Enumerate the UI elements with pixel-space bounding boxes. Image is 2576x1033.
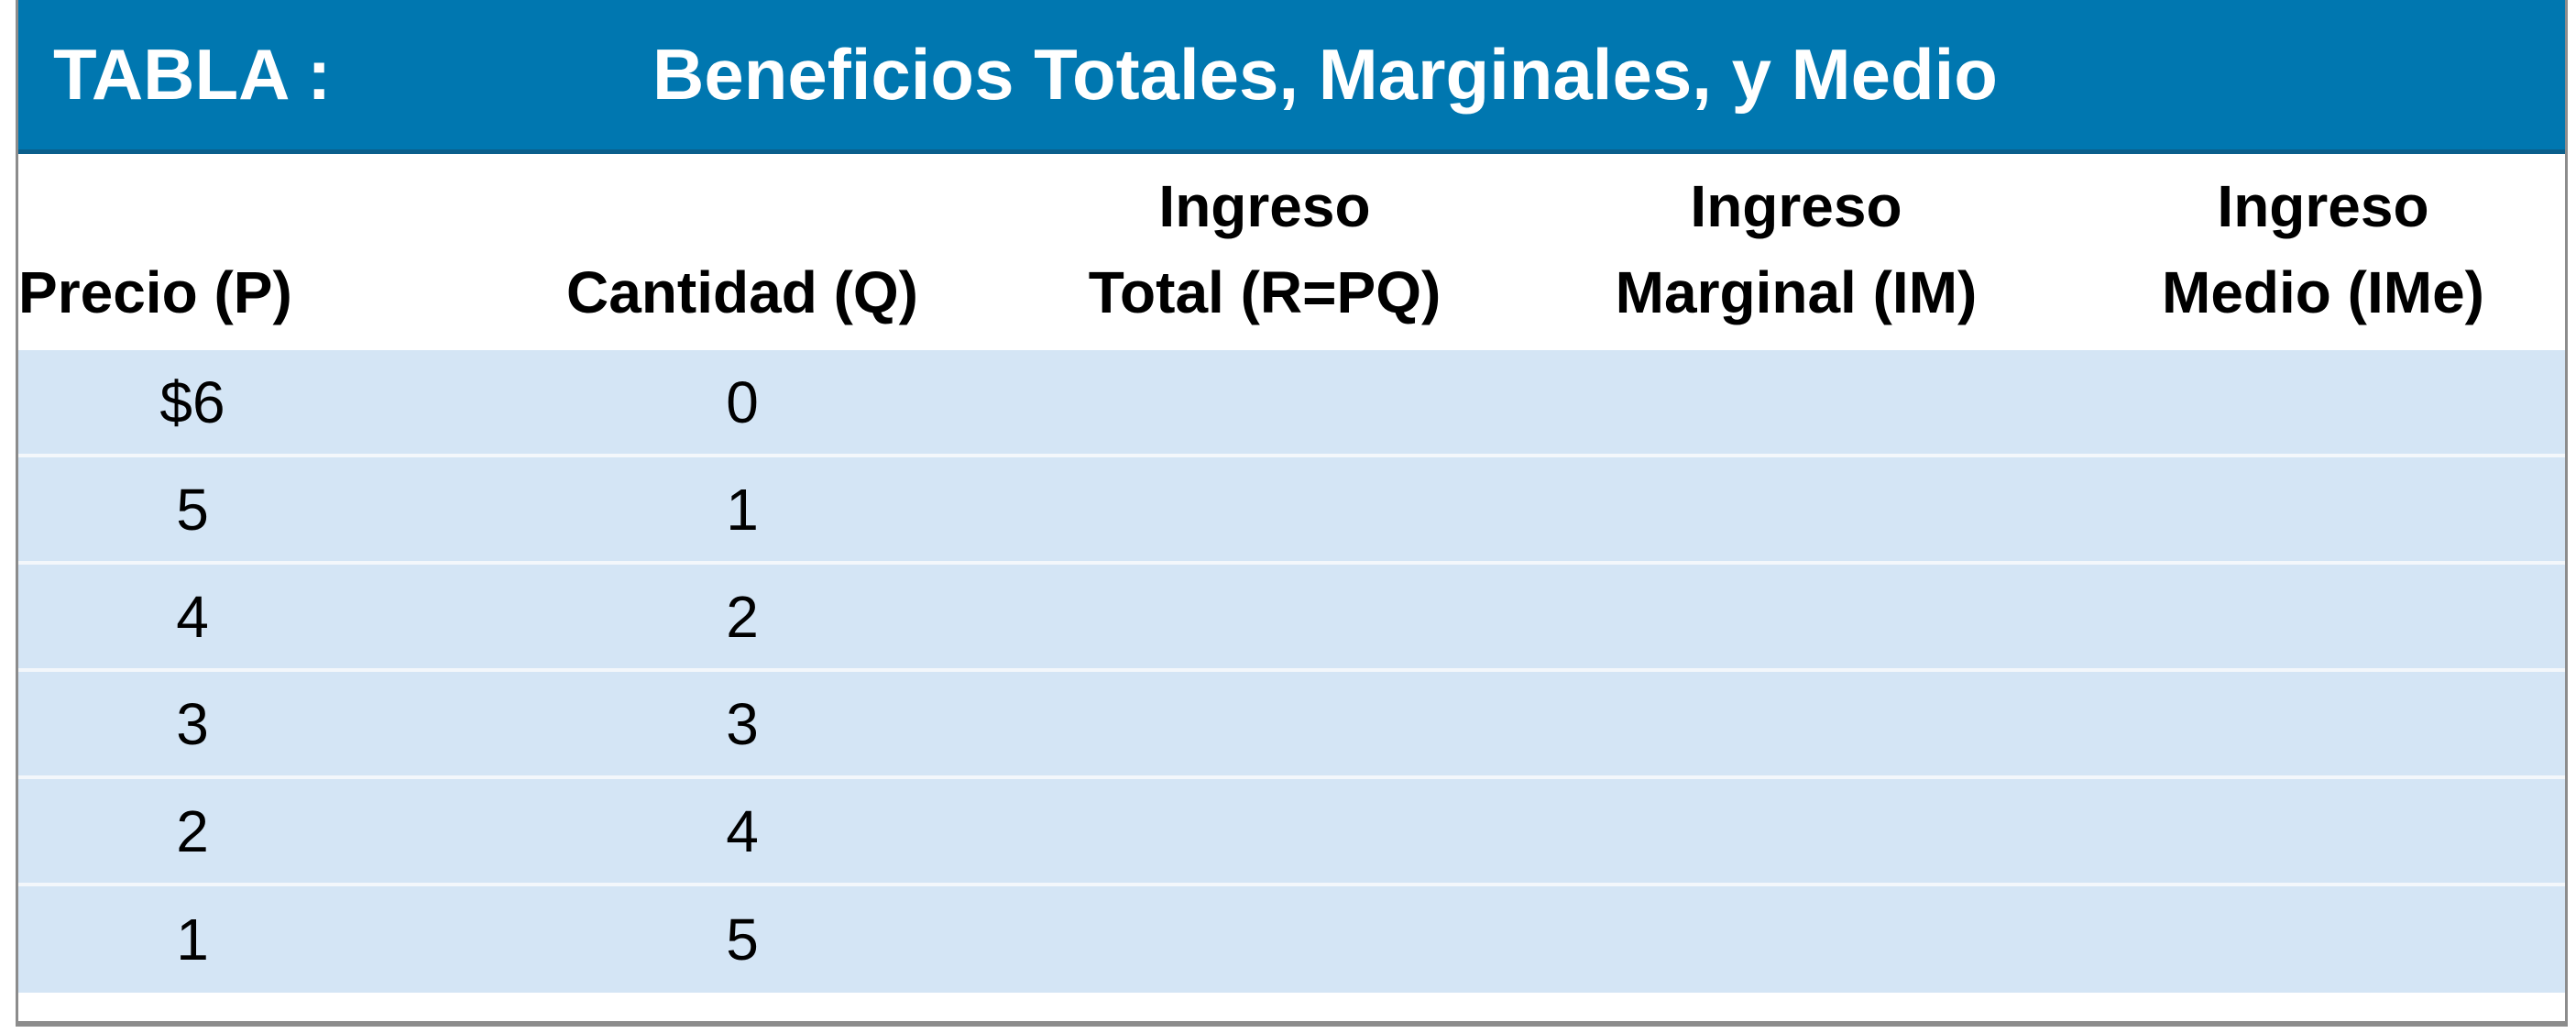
cell-ingreso-medio [2094, 886, 2552, 993]
cell-ingreso-total [1036, 672, 1494, 775]
cell-ingreso-marginal [1567, 672, 2025, 775]
cell-cantidad: 3 [726, 690, 759, 757]
cell-ingreso-total [1036, 565, 1494, 668]
cell-ingreso-marginal [1567, 779, 2025, 883]
header-ingreso-medio-line1: Ingreso [2217, 173, 2429, 239]
header-ingreso-marginal-line2: Marginal (IM) [1615, 259, 1978, 325]
table-row: $6 0 [18, 350, 2565, 457]
table-title: Beneficios Totales, Marginales, y Medio [652, 34, 1998, 115]
header-precio-line2: Precio (P) [18, 259, 292, 325]
header-ingreso-total: Ingreso Total (R=PQ) [1036, 163, 1494, 335]
cell-precio: 5 [176, 476, 209, 543]
cell-ingreso-total [1036, 779, 1494, 883]
table-row: 1 5 [18, 886, 2565, 993]
cell-ingreso-medio [2094, 779, 2552, 883]
table-label: TABLA : [53, 34, 332, 115]
cell-precio: 4 [176, 583, 209, 650]
cell-precio: 2 [176, 797, 209, 864]
header-ingreso-marginal-line1: Ingreso [1690, 173, 1902, 239]
cell-ingreso-medio [2094, 565, 2552, 668]
cell-cantidad: 4 [726, 797, 759, 864]
header-ingreso-marginal: Ingreso Marginal (IM) [1567, 163, 2025, 335]
cell-precio: 1 [176, 907, 209, 973]
table-frame: TABLA : Beneficios Totales, Marginales, … [16, 0, 2568, 1027]
header-ingreso-medio: Ingreso Medio (IMe) [2094, 163, 2552, 335]
cell-ingreso-total [1036, 886, 1494, 993]
cell-precio: 3 [176, 690, 209, 757]
header-ingreso-medio-line2: Medio (IMe) [2162, 259, 2484, 325]
table-row: 2 4 [18, 779, 2565, 886]
header-ingreso-total-line1: Ingreso [1158, 173, 1371, 239]
header-precio: Precio (P) [18, 249, 292, 335]
header-cantidad-line2: Cantidad (Q) [566, 259, 918, 325]
cell-ingreso-marginal [1567, 886, 2025, 993]
cell-cantidad: 2 [726, 583, 759, 650]
cell-ingreso-marginal [1567, 457, 2025, 561]
table-row: 5 1 [18, 457, 2565, 565]
cell-ingreso-medio [2094, 672, 2552, 775]
cell-ingreso-total [1036, 350, 1494, 454]
cell-cantidad: 1 [726, 476, 759, 543]
cell-cantidad: 0 [726, 368, 759, 435]
table-header-row: Precio (P) Cantidad (Q) Ingreso Total (R… [18, 154, 2565, 350]
cell-ingreso-marginal [1567, 350, 2025, 454]
cell-ingreso-medio [2094, 350, 2552, 454]
header-cantidad: Cantidad (Q) [513, 249, 971, 335]
header-ingreso-total-line2: Total (R=PQ) [1088, 259, 1441, 325]
table-row: 3 3 [18, 672, 2565, 779]
table-row: 4 2 [18, 565, 2565, 672]
cell-ingreso-medio [2094, 457, 2552, 561]
title-bar: TABLA : Beneficios Totales, Marginales, … [18, 0, 2565, 154]
cell-ingreso-total [1036, 457, 1494, 561]
cell-cantidad: 5 [726, 907, 759, 973]
cell-ingreso-marginal [1567, 565, 2025, 668]
table-body: $6 0 5 1 4 2 3 3 2 4 [18, 350, 2565, 993]
cell-precio: $6 [159, 368, 225, 435]
